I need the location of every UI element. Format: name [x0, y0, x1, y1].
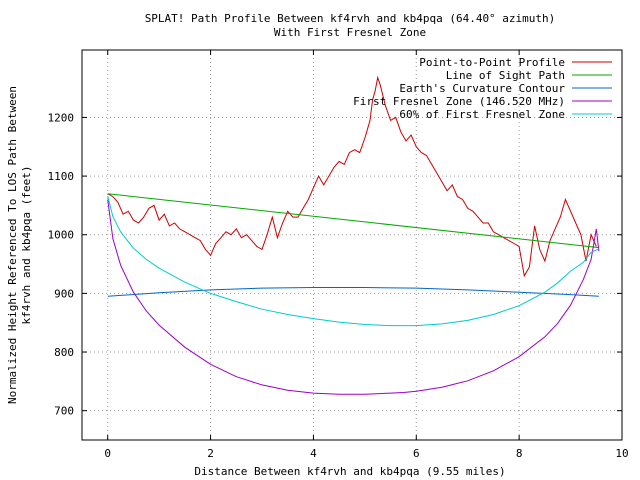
chart-title-line1: SPLAT! Path Profile Between kf4rvh and k… — [145, 12, 556, 25]
y-axis-label-line1: Normalized Height Referenced To LOS Path… — [6, 86, 19, 404]
series-line — [107, 75, 597, 278]
y-tick-label: 1100 — [48, 170, 75, 183]
legend-label: Earth's Curvature Contour — [399, 82, 565, 95]
chart-title-line2: With First Fresnel Zone — [274, 26, 426, 39]
series-line — [107, 193, 599, 249]
y-tick-label: 900 — [54, 287, 74, 300]
y-tick-label: 1000 — [48, 229, 75, 242]
grid — [82, 50, 622, 440]
y-ticks: 700 800 900 1000 1100 1200 — [48, 111, 622, 418]
y-tick-label: 1200 — [48, 111, 75, 124]
legend-label: Point-to-Point Profile — [419, 56, 565, 69]
y-tick-label: 700 — [54, 405, 74, 418]
series-layer — [107, 75, 600, 395]
x-ticks: 0 2 4 6 8 10 — [104, 50, 629, 460]
x-tick-label: 10 — [615, 447, 628, 460]
series-line — [107, 195, 600, 327]
x-tick-label: 0 — [104, 447, 111, 460]
legend-label: Line of Sight Path — [446, 69, 565, 82]
x-axis-label: Distance Between kf4rvh and kb4pqa (9.55… — [194, 465, 505, 478]
x-tick-label: 4 — [310, 447, 317, 460]
series-line — [107, 199, 600, 395]
legend-label: 60% of First Fresnel Zone — [399, 108, 565, 121]
x-tick-label: 2 — [207, 447, 214, 460]
plot-border — [81, 49, 623, 441]
x-tick-label: 8 — [516, 447, 523, 460]
x-tick-label: 6 — [413, 447, 420, 460]
y-tick-label: 800 — [54, 346, 74, 359]
legend-label: First Fresnel Zone (146.520 MHz) — [353, 95, 565, 108]
series-line — [107, 287, 599, 297]
y-axis-label-line2: kf4rvh and kb4pqa (feet) — [20, 166, 33, 325]
